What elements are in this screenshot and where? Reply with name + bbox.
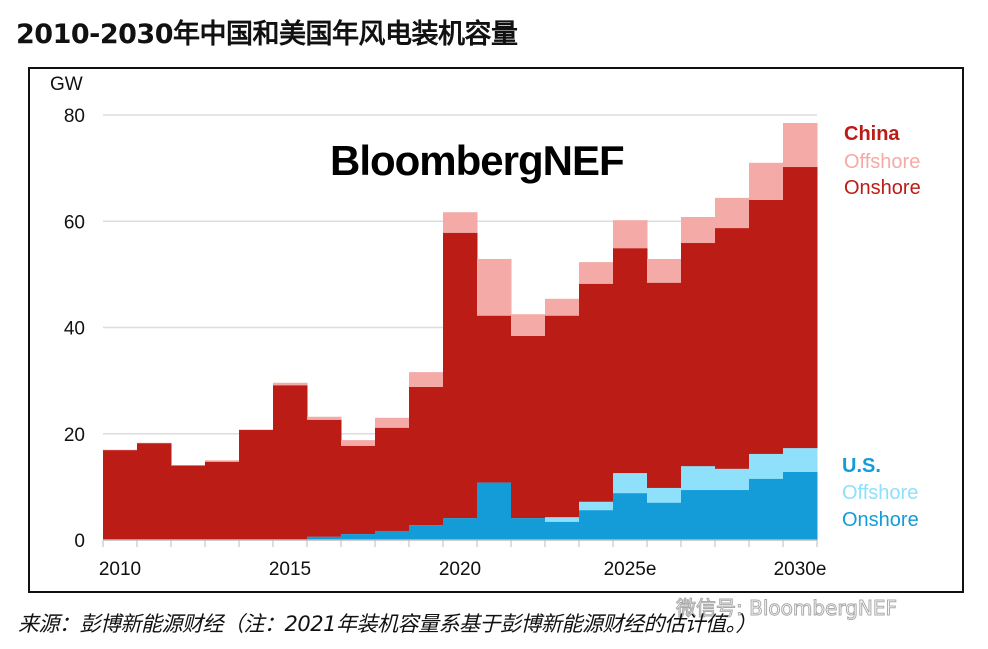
- bar-china-onshore: [375, 427, 410, 540]
- bar-us-onshore: [749, 478, 784, 540]
- bar-us-onshore: [681, 490, 716, 540]
- bar-china-onshore: [511, 336, 546, 540]
- bar-china-onshore: [409, 387, 444, 540]
- x-tick-label: 2030e: [774, 559, 827, 580]
- legend-china: China Offshore Onshore: [844, 123, 921, 199]
- bar-china-onshore: [171, 465, 206, 540]
- bar-china-onshore: [137, 443, 172, 540]
- bar-china-onshore: [443, 232, 478, 540]
- bar-china-onshore: [239, 430, 274, 540]
- legend-us-offshore: Offshore: [842, 482, 918, 504]
- bar-china-onshore: [579, 283, 614, 540]
- y-tick-label: 40: [64, 319, 85, 340]
- watermark: 微信号: BloombergNEF: [676, 596, 898, 621]
- bar-us-onshore: [647, 502, 682, 540]
- y-tick-label: 0: [74, 531, 85, 552]
- legend-china-onshore: Onshore: [844, 177, 921, 199]
- x-tick-label: 2020: [439, 559, 481, 580]
- bar-us-onshore: [715, 490, 750, 540]
- bar-us-onshore: [511, 518, 546, 540]
- legend-china-title: China: [844, 123, 900, 145]
- bar-us-onshore: [409, 525, 444, 540]
- bar-china-onshore: [103, 450, 138, 540]
- page-title: 2010-2030年中国和美国年风电装机容量: [16, 19, 518, 50]
- y-tick-label: 20: [64, 425, 85, 446]
- bar-china-onshore: [341, 445, 376, 540]
- bar-us-onshore: [783, 472, 818, 540]
- bar-china-onshore: [205, 461, 240, 540]
- bar-us-onshore: [545, 521, 580, 540]
- legend-us-onshore: Onshore: [842, 509, 919, 531]
- brand-label: BloombergNEF: [330, 137, 624, 184]
- bar-china-onshore: [307, 419, 342, 540]
- y-tick-label: 60: [64, 212, 85, 233]
- x-tick-label: 2010: [99, 559, 141, 580]
- bar-us-onshore: [579, 510, 614, 540]
- bar-us-onshore: [341, 534, 376, 540]
- legend-us-title: U.S.: [842, 455, 881, 477]
- x-tick-label: 2025e: [604, 559, 657, 580]
- bar-us-onshore: [307, 536, 342, 540]
- bar-us-onshore: [613, 493, 648, 540]
- bar-us-onshore: [443, 518, 478, 540]
- legend-us: U.S. Offshore Onshore: [842, 455, 919, 531]
- bar-china-onshore: [545, 315, 580, 540]
- source-note: 来源：彭博新能源财经（注：2021年装机容量系基于彭博新能源财经的估计值。）: [18, 612, 756, 636]
- bar-us-onshore: [375, 530, 410, 540]
- x-tick-label: 2015: [269, 559, 311, 580]
- bar-us-onshore: [477, 482, 512, 540]
- bar-china-onshore: [273, 385, 308, 540]
- y-axis-label: GW: [50, 74, 83, 95]
- chart-frame: [28, 67, 964, 593]
- y-tick-label: 80: [64, 106, 85, 127]
- legend-china-offshore: Offshore: [844, 151, 920, 173]
